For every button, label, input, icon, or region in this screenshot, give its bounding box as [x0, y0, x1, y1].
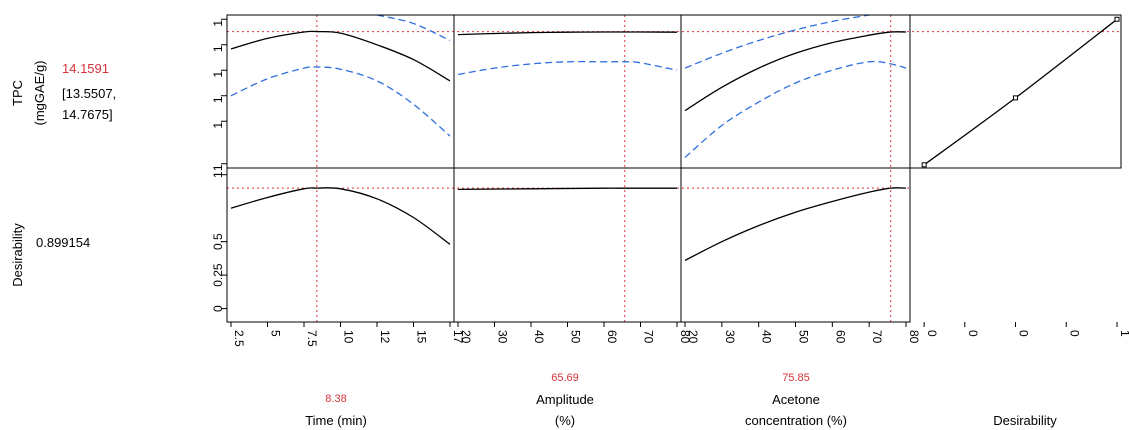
x-tick-label: 20	[459, 330, 473, 344]
x-tick-label: 80	[678, 330, 692, 344]
tpc-ci-upper: 14.7675]	[62, 107, 113, 122]
tpc-panel-frame	[453, 14, 682, 169]
tpc-y-tick-label: 1	[211, 20, 225, 27]
x-tick-label: 40	[760, 330, 774, 344]
desirability-point-marker	[1114, 16, 1120, 22]
tpc-y-tick-label: 1	[211, 122, 225, 129]
desirability-fit-line	[457, 187, 677, 191]
desirability-y-tick-label: 1	[211, 171, 225, 178]
desirability-y-tick-label: 0	[211, 305, 225, 312]
factor-current-value: 8.38	[325, 393, 346, 405]
tpc-fit-line	[684, 31, 907, 112]
factor-label: Acetone	[772, 392, 820, 407]
desirability-point-marker	[921, 162, 927, 168]
tpc-ci-upper-line	[684, 14, 870, 69]
factor-label: Time (min)	[305, 413, 367, 428]
tpc-y-tick-label: 1	[211, 96, 225, 103]
x-tick-label: 60	[605, 330, 619, 344]
desirability-row-label: Desirability	[10, 223, 25, 287]
desirability-point-marker	[1013, 95, 1018, 101]
tpc-ci-lower-line	[230, 66, 451, 137]
x-tick-label: 60	[833, 330, 847, 344]
x-tick-label: 50	[569, 330, 583, 344]
x-tick-label: 15	[415, 330, 429, 344]
desirability-panel-frame	[226, 167, 455, 323]
x-tick-label: 5	[269, 330, 283, 337]
factor-label: (%)	[555, 413, 575, 428]
x-tick-label: 10	[342, 330, 356, 344]
factor-label: Desirability	[993, 413, 1057, 428]
factor-current-value: 65.69	[551, 372, 579, 384]
tpc-fit-line	[457, 31, 678, 36]
x-tick-label: 7.5	[305, 330, 319, 347]
x-tick-label: 2.5	[232, 330, 246, 347]
x-tick-label: 70	[870, 330, 884, 344]
tpc-label: TPC	[10, 80, 25, 106]
tpc-ci-lower-line	[684, 60, 907, 158]
desirability-fit-line	[230, 187, 451, 245]
factor-label: concentration (%)	[745, 413, 847, 428]
tpc-ci-upper-line	[376, 14, 451, 42]
x-tick-label: 20	[686, 330, 700, 344]
x-tick-label: 30	[496, 330, 510, 344]
x-tick-label: 70	[642, 330, 656, 344]
factor-label: Amplitude	[536, 392, 594, 407]
tpc-panel-frame	[226, 14, 455, 169]
tpc-ci-lower: [13.5507,	[62, 86, 116, 101]
x-tick-label: 1	[1118, 330, 1129, 337]
tpc-ci-lower-line	[457, 60, 678, 76]
x-tick-label: 0	[966, 330, 980, 337]
tpc-unit-label: (mgGAE/g)	[32, 60, 47, 125]
desirability-y-tick-label: 0.5	[211, 233, 225, 250]
desirability-fit-line	[684, 187, 907, 261]
desirability-panel-frame	[453, 167, 682, 323]
x-tick-label: 17	[451, 330, 465, 344]
desirability-value: 0.899154	[36, 235, 90, 250]
tpc-fit-line	[230, 30, 451, 82]
tpc-fit-line	[923, 18, 1118, 166]
tpc-y-tick-label: 1	[211, 164, 225, 171]
x-tick-label: 50	[797, 330, 811, 344]
x-tick-label: 0	[1017, 330, 1031, 337]
tpc-y-tick-label: 1	[211, 45, 225, 52]
x-tick-label: 80	[907, 330, 921, 344]
tpc-predicted-value: 14.1591	[62, 61, 109, 76]
x-tick-label: 0	[925, 330, 939, 337]
x-tick-label: 30	[723, 330, 737, 344]
x-tick-label: 12	[378, 330, 392, 344]
tpc-panel-frame	[909, 14, 1122, 169]
x-tick-label: 0	[1067, 330, 1081, 337]
desirability-y-tick-label: 0.25	[211, 263, 225, 287]
factor-current-value: 75.85	[782, 372, 810, 384]
tpc-y-tick-label: 1	[211, 71, 225, 78]
x-tick-label: 40	[532, 330, 546, 344]
